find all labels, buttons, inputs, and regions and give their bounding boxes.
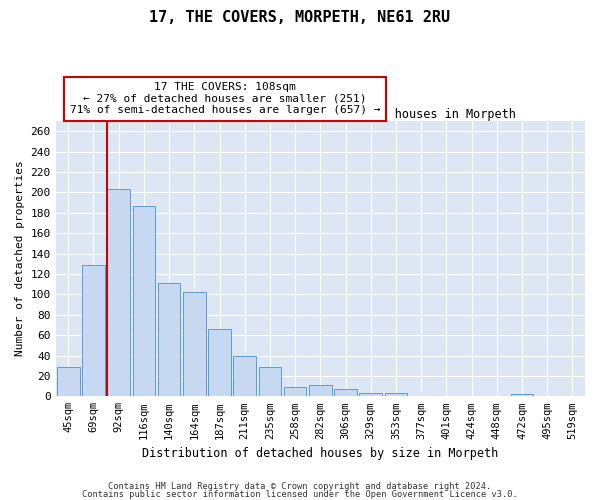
Bar bbox=[385, 393, 407, 396]
Bar bbox=[107, 189, 130, 396]
Bar bbox=[133, 206, 155, 396]
Text: Contains HM Land Registry data © Crown copyright and database right 2024.: Contains HM Land Registry data © Crown c… bbox=[109, 482, 491, 491]
X-axis label: Distribution of detached houses by size in Morpeth: Distribution of detached houses by size … bbox=[142, 447, 499, 460]
Bar bbox=[158, 283, 181, 397]
Bar bbox=[284, 387, 307, 396]
Bar bbox=[334, 389, 357, 396]
Text: 17 THE COVERS: 108sqm
← 27% of detached houses are smaller (251)
71% of semi-det: 17 THE COVERS: 108sqm ← 27% of detached … bbox=[70, 82, 380, 116]
Bar bbox=[57, 366, 80, 396]
Bar bbox=[259, 366, 281, 396]
Title: Size of property relative to detached houses in Morpeth: Size of property relative to detached ho… bbox=[124, 108, 516, 121]
Bar bbox=[183, 292, 206, 397]
Text: 17, THE COVERS, MORPETH, NE61 2RU: 17, THE COVERS, MORPETH, NE61 2RU bbox=[149, 10, 451, 25]
Text: Contains public sector information licensed under the Open Government Licence v3: Contains public sector information licen… bbox=[82, 490, 518, 499]
Bar bbox=[359, 393, 382, 396]
Bar bbox=[82, 264, 105, 396]
Bar bbox=[233, 356, 256, 397]
Y-axis label: Number of detached properties: Number of detached properties bbox=[15, 160, 25, 356]
Bar bbox=[511, 394, 533, 396]
Bar bbox=[208, 329, 231, 396]
Bar bbox=[309, 385, 332, 396]
